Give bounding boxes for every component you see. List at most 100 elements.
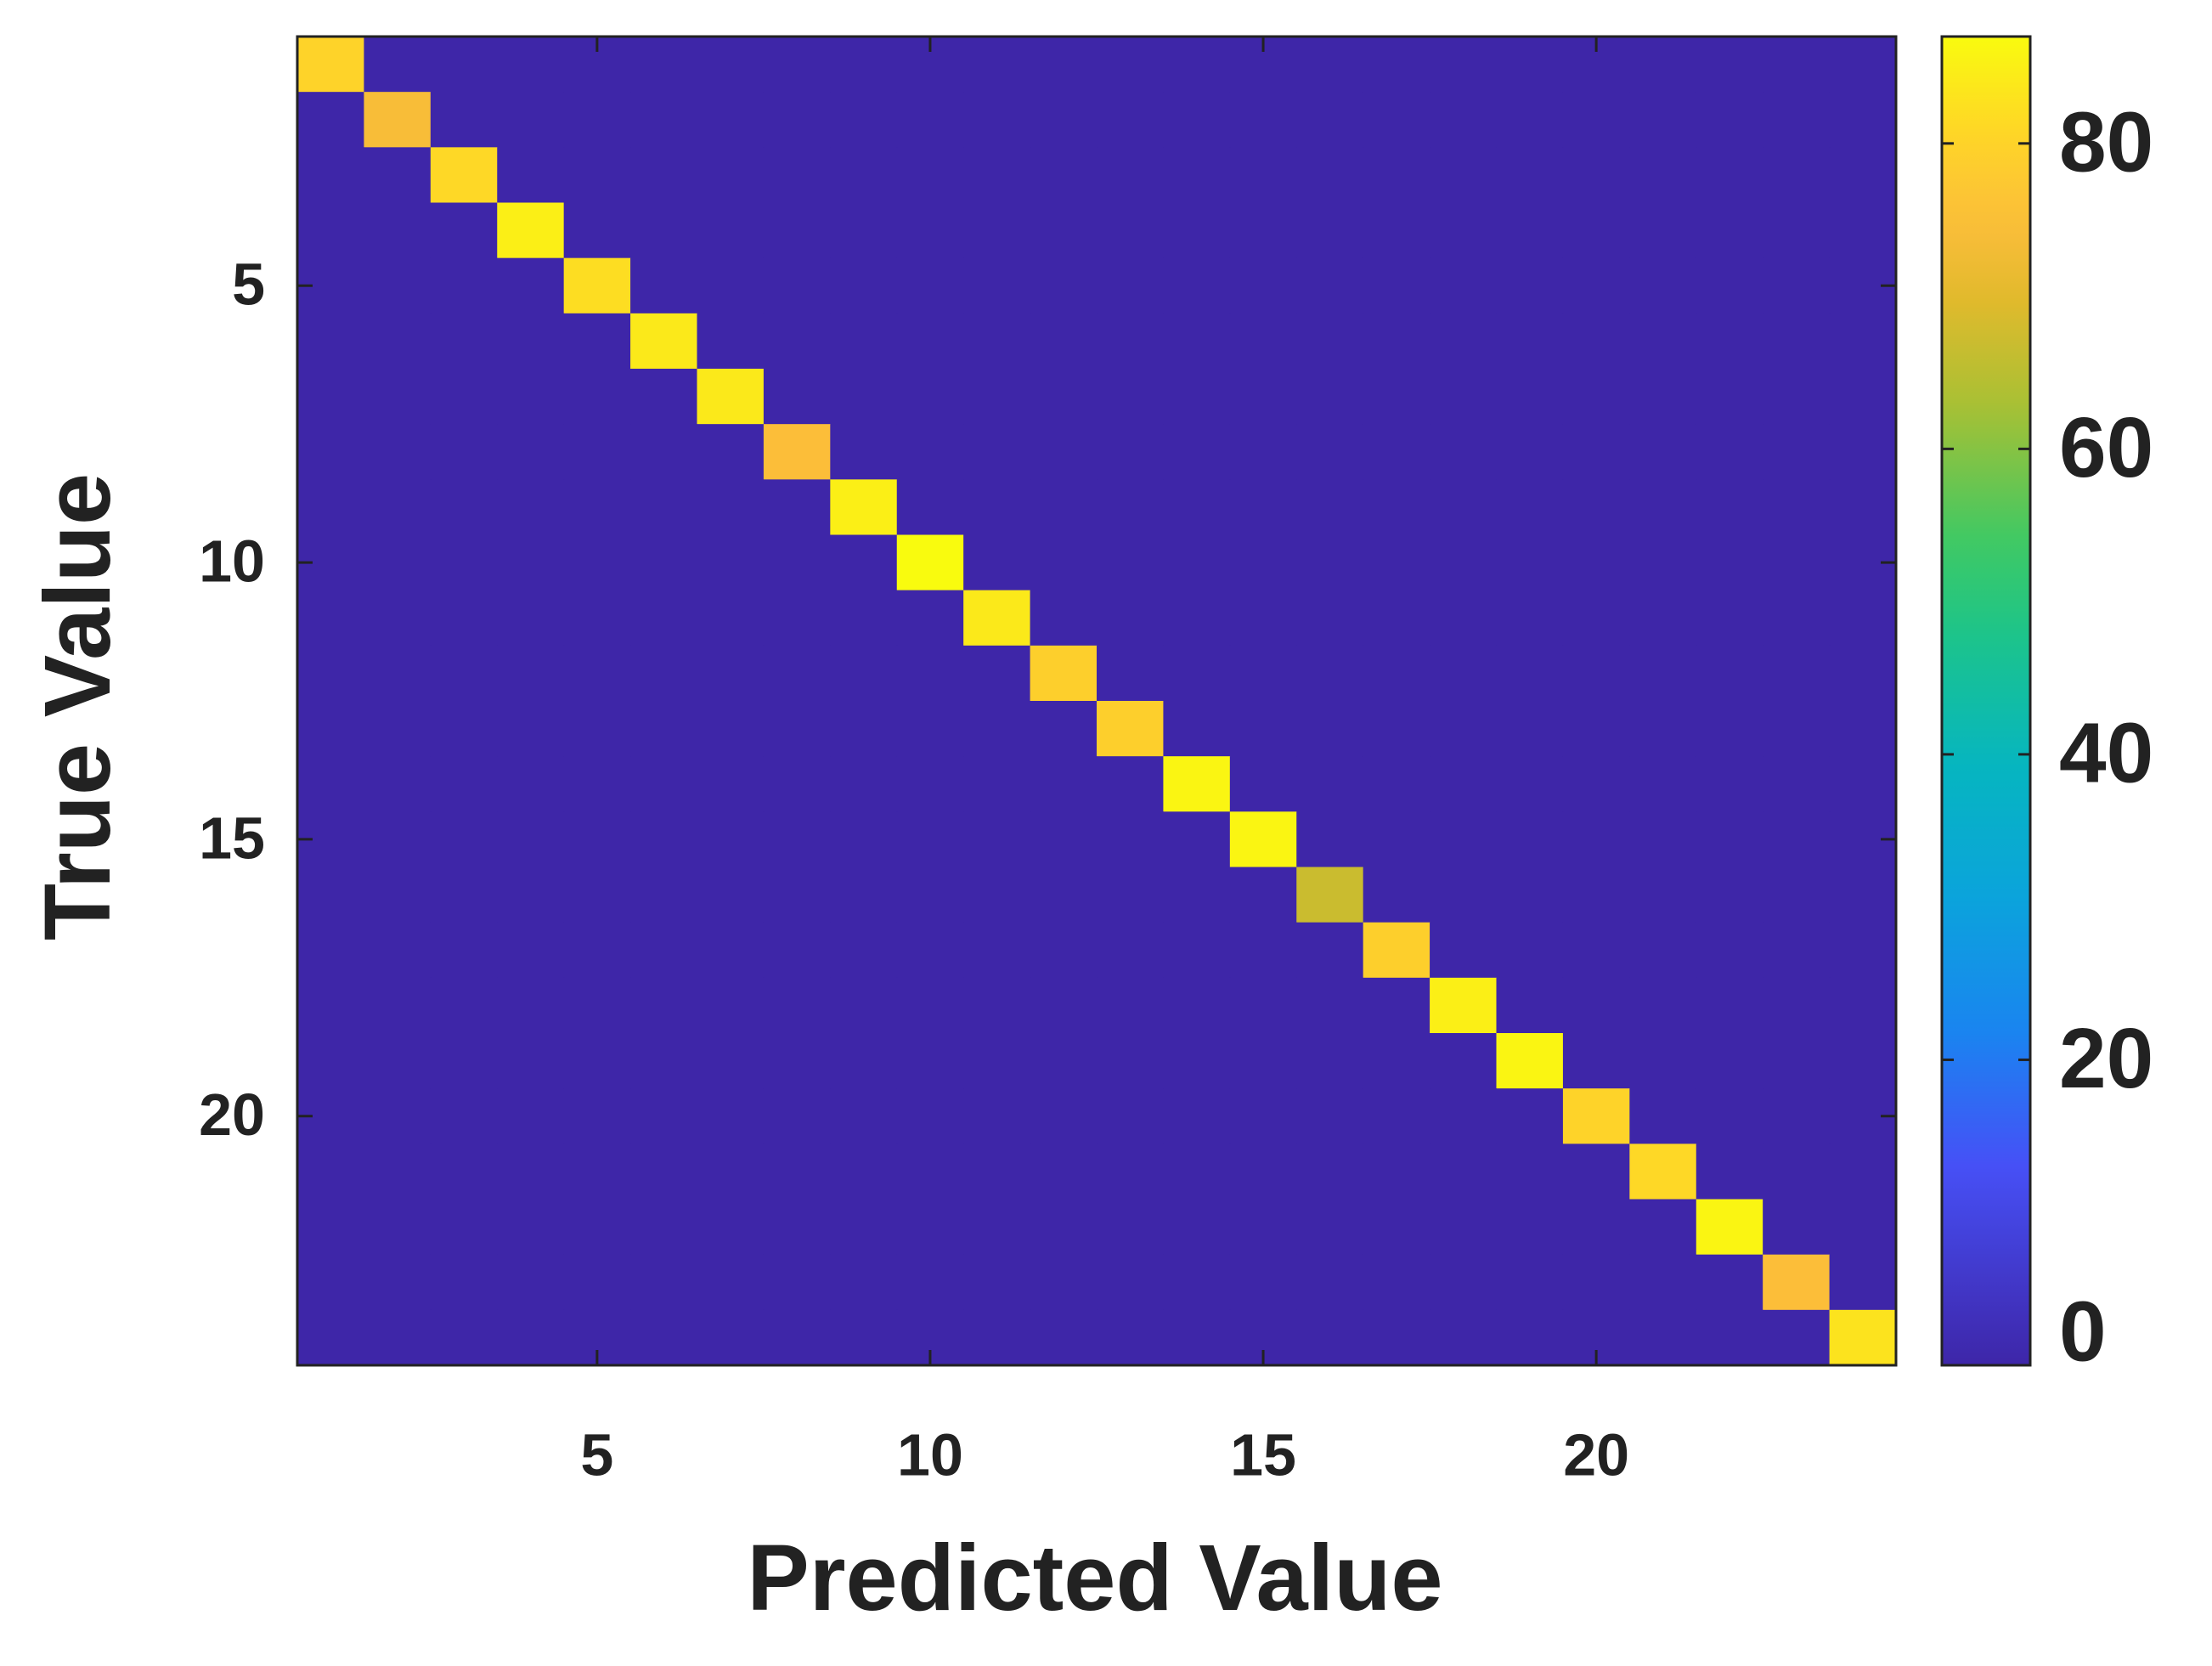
colorbar-tick-label: 40 (2059, 705, 2153, 800)
heatmap-cell (430, 922, 498, 979)
heatmap-cell (1430, 811, 1497, 867)
heatmap-cell (1629, 479, 1697, 535)
heatmap-cell (497, 867, 565, 923)
heatmap-cell (1696, 202, 1763, 259)
heatmap-cell (1829, 1309, 1897, 1366)
colorbar-tick-label: 60 (2059, 400, 2153, 495)
heatmap-cell (364, 147, 432, 203)
heatmap-cell (497, 811, 565, 867)
heatmap-cell (1030, 534, 1098, 591)
heatmap-cell (1296, 756, 1364, 812)
heatmap-cell (297, 424, 364, 480)
x-tick-label: 10 (897, 1421, 963, 1488)
heatmap-cell (364, 1088, 432, 1144)
heatmap-cell (1696, 590, 1763, 647)
heatmap-cell (1629, 811, 1697, 867)
heatmap-cell (1296, 1309, 1364, 1366)
y-tick-label: 5 (232, 251, 265, 318)
heatmap-cell (1562, 479, 1630, 535)
heatmap-cell (563, 1199, 631, 1256)
heatmap-cell (1296, 811, 1364, 867)
heatmap-cell (1496, 313, 1564, 370)
heatmap-cell (830, 867, 898, 923)
heatmap-cell (697, 257, 765, 314)
heatmap-cell (1030, 369, 1098, 425)
heatmap-cell (1829, 479, 1897, 535)
heatmap-cell (364, 534, 432, 591)
heatmap-cell (1097, 369, 1164, 425)
heatmap-cell (1097, 424, 1164, 480)
heatmap-cell (830, 37, 898, 93)
heatmap-cell (1363, 534, 1430, 591)
heatmap-cell (963, 645, 1031, 702)
heatmap-cell (1229, 369, 1297, 425)
heatmap-cell (1296, 977, 1364, 1034)
heatmap-cell (630, 424, 697, 480)
heatmap-cell (364, 590, 432, 647)
heatmap-cell (896, 922, 964, 979)
heatmap-cell (1696, 756, 1763, 812)
heatmap-cell (1430, 37, 1497, 93)
heatmap-cell (1229, 645, 1297, 702)
heatmap-cell (1430, 977, 1497, 1034)
heatmap-cell (497, 590, 565, 647)
heatmap-cell (896, 202, 964, 259)
colorbar-tick-label: 80 (2059, 94, 2153, 189)
heatmap-cell (1629, 645, 1697, 702)
heatmap-cell (1430, 92, 1497, 148)
heatmap-cell (1030, 1199, 1098, 1256)
heatmap-cell (1430, 202, 1497, 259)
heatmap-cell (763, 590, 831, 647)
x-axis-label: Predicted Value (747, 1526, 1442, 1630)
heatmap-cell (963, 147, 1031, 203)
heatmap-cell (963, 1144, 1031, 1200)
heatmap-cell (830, 1144, 898, 1200)
heatmap-cell (697, 645, 765, 702)
heatmap-cell (1430, 1088, 1497, 1144)
heatmap-cell (1163, 313, 1231, 370)
heatmap-cell (1229, 202, 1297, 259)
heatmap-cell (630, 701, 697, 757)
heatmap-cell (563, 257, 631, 314)
heatmap-cell (1229, 424, 1297, 480)
heatmap-cell (1496, 147, 1564, 203)
heatmap-cell (963, 922, 1031, 979)
heatmap-cell (1763, 922, 1831, 979)
heatmap-cell (1696, 1033, 1763, 1089)
heatmap-cell (763, 202, 831, 259)
heatmap-cell (630, 1088, 697, 1144)
heatmap-cell (1163, 147, 1231, 203)
heatmap-cell (896, 313, 964, 370)
heatmap-cell (1097, 1254, 1164, 1311)
heatmap-cell (1363, 1088, 1430, 1144)
heatmap-cell (630, 867, 697, 923)
heatmap-cell (364, 1309, 432, 1366)
heatmap-cell (896, 1088, 964, 1144)
heatmap-cell (763, 147, 831, 203)
heatmap-cell (497, 37, 565, 93)
heatmap-cell (563, 534, 631, 591)
heatmap-cell (963, 424, 1031, 480)
heatmap-cell (1763, 811, 1831, 867)
heatmap-cell (1363, 147, 1430, 203)
heatmap-cell (697, 867, 765, 923)
heatmap-cell (1696, 1254, 1763, 1311)
heatmap-cell (1030, 701, 1098, 757)
heatmap-cell (563, 1088, 631, 1144)
colorbar-tick-label: 20 (2059, 1011, 2153, 1106)
heatmap-cell (963, 1309, 1031, 1366)
heatmap-cell (497, 313, 565, 370)
heatmap-cell (1430, 424, 1497, 480)
heatmap-cell (1163, 424, 1231, 480)
heatmap-cell (1696, 922, 1763, 979)
heatmap-cell (1763, 701, 1831, 757)
heatmap-cell (1496, 424, 1564, 480)
heatmap-cell (697, 479, 765, 535)
heatmap-cell (1229, 590, 1297, 647)
heatmap-cell (1030, 1088, 1098, 1144)
heatmap-cell (1097, 701, 1164, 757)
heatmap-cell (1430, 590, 1497, 647)
heatmap-cell (1097, 534, 1164, 591)
heatmap-cell (1363, 257, 1430, 314)
heatmap-cell (1296, 313, 1364, 370)
